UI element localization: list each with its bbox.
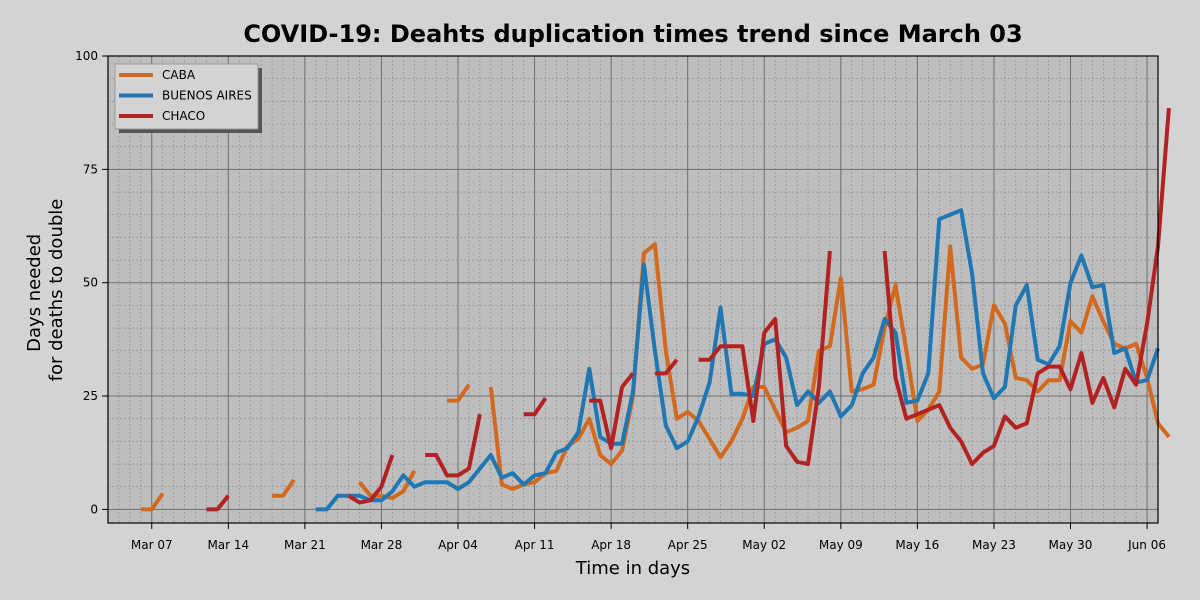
y-tick-label: 75 (83, 162, 98, 176)
x-axis: Mar 07 Mar 14 Mar 21 Mar 28 Apr 04 Apr 11 Apr … (131, 523, 1166, 552)
x-tick-label: May 16 (895, 538, 939, 552)
series-layer (140, 107, 1171, 512)
y-axis-label: Days needed for deaths to double (24, 199, 67, 382)
x-tick-label: May 02 (742, 538, 786, 552)
legend-label-caba: CABA (162, 68, 196, 82)
series-line-buenos-aires (315, 208, 1160, 512)
y-axis-label-line-1: Days needed (24, 234, 45, 352)
x-tick-label: Apr 25 (668, 538, 708, 552)
y-axis-label-line-2: for deaths to double (46, 199, 67, 382)
x-tick-label: Apr 04 (438, 538, 478, 552)
major-grid (108, 56, 1158, 523)
y-tick-label: 100 (75, 49, 98, 63)
x-tick-label: May 23 (972, 538, 1016, 552)
plot-frame (107, 55, 1159, 524)
x-tick-label: Mar 28 (361, 538, 403, 552)
x-tick-label: Jun 06 (1127, 538, 1166, 552)
x-axis-label: Time in days (575, 558, 690, 579)
x-tick-label: May 30 (1049, 538, 1093, 552)
x-tick-label: Mar 21 (284, 538, 326, 552)
x-tick-label: May 09 (819, 538, 863, 552)
x-tick-label: Mar 14 (207, 538, 249, 552)
y-tick-label: 50 (83, 276, 98, 290)
x-tick-label: Mar 07 (131, 538, 173, 552)
chart-title: COVID-19: Deahts duplication times trend… (243, 20, 1022, 48)
legend-label-chaco: CHACO (162, 109, 205, 123)
legend-label-buenos-aires: BUENOS AIRES (162, 89, 252, 103)
y-tick-label: 25 (83, 389, 98, 403)
y-axis: 0 25 50 75 100 (75, 49, 108, 516)
series-line-chaco (206, 107, 1171, 512)
legend: CABA BUENOS AIRES CHACO (114, 63, 262, 133)
y-tick-label: 0 (90, 502, 98, 516)
x-tick-label: Apr 11 (515, 538, 555, 552)
x-tick-label: Apr 18 (591, 538, 631, 552)
